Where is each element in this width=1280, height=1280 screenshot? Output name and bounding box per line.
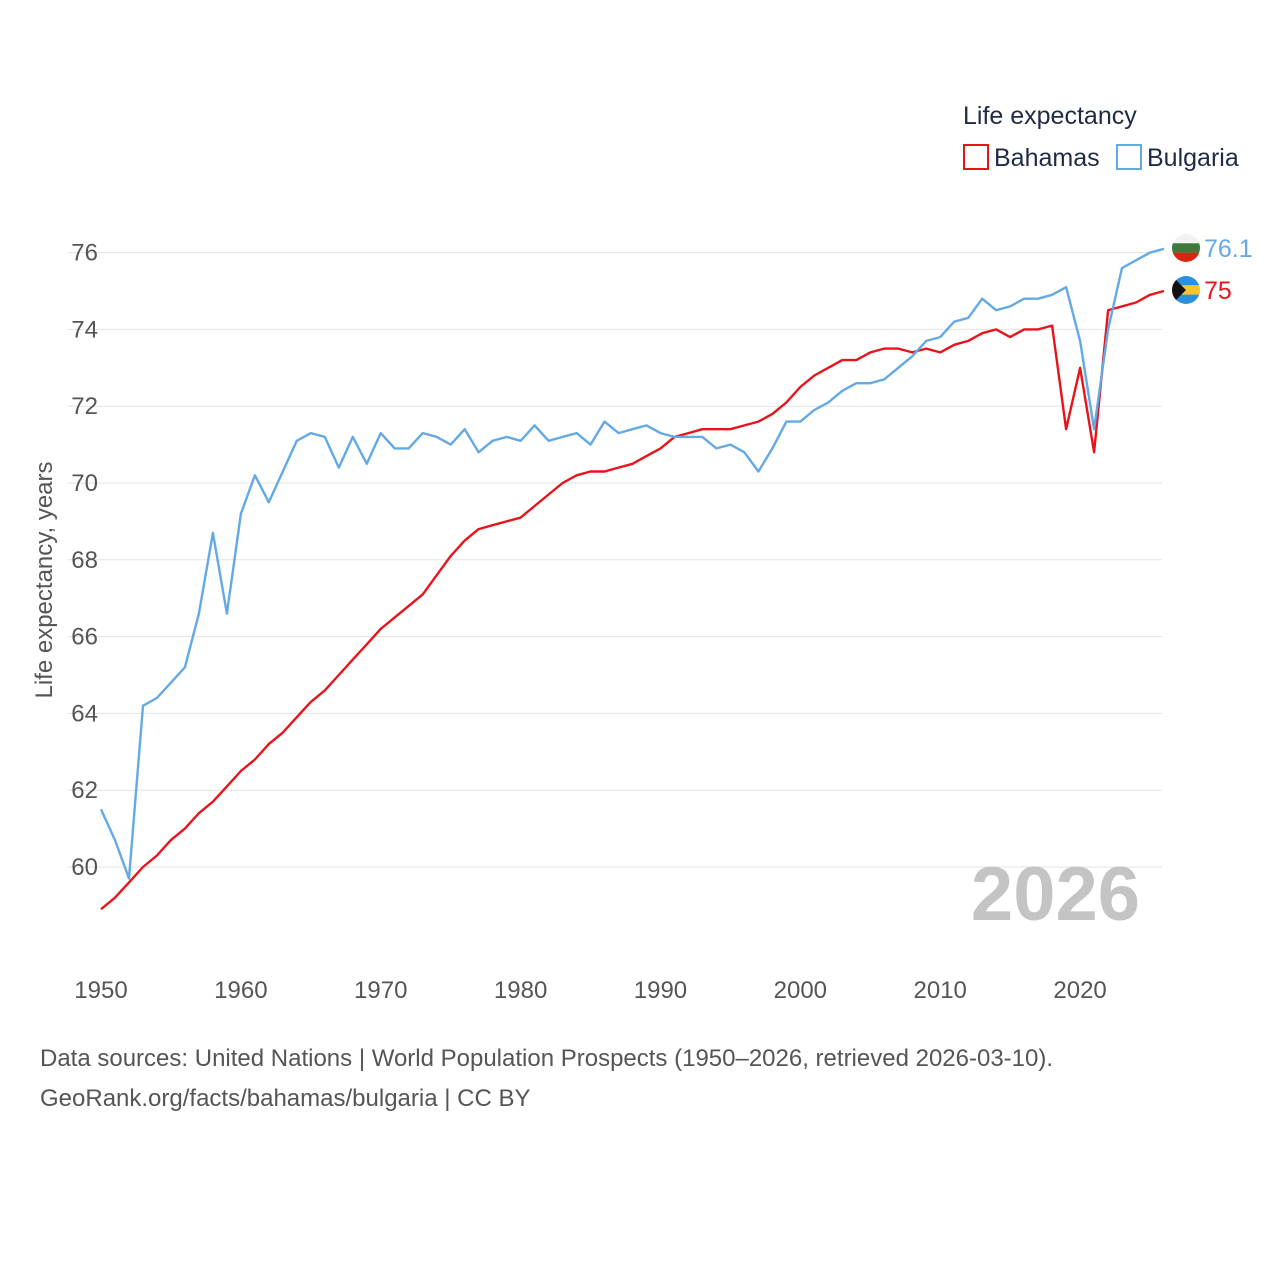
x-tick-label: 2000 xyxy=(774,977,827,1004)
x-tick-label: 2010 xyxy=(914,977,967,1004)
y-tick-label: 72 xyxy=(71,393,98,420)
x-tick-label: 1970 xyxy=(354,977,407,1004)
y-tick-label: 60 xyxy=(71,854,98,881)
series-line-bahamas xyxy=(100,289,1165,911)
footer-link[interactable]: GeoRank.org/facts/bahamas/bulgaria | CC … xyxy=(40,1085,531,1112)
footer-sources: Data sources: United Nations | World Pop… xyxy=(40,1045,1054,1072)
y-tick-label: 62 xyxy=(71,777,98,804)
end-label-bahamas: 75 xyxy=(1204,277,1232,305)
bahamas-flag-icon xyxy=(1172,276,1200,304)
end-labels: 75 76.1 xyxy=(1204,235,1253,305)
year-watermark: 2026 xyxy=(971,852,1140,937)
series-line-bulgaria xyxy=(99,247,1165,880)
legend-title: Life expectancy xyxy=(963,102,1137,130)
end-flags xyxy=(1172,234,1200,304)
series-lines xyxy=(99,247,1165,911)
legend-label-bahamas[interactable]: Bahamas xyxy=(994,144,1100,172)
y-tick-label: 68 xyxy=(71,547,98,574)
x-tick-label: 1990 xyxy=(634,977,687,1004)
legend: Life expectancy Bahamas Bulgaria xyxy=(963,102,1239,172)
x-tick-label: 2020 xyxy=(1053,977,1106,1004)
y-tick-label: 74 xyxy=(71,316,98,343)
legend-swatch-bahamas[interactable] xyxy=(963,144,989,170)
x-tick-label: 1950 xyxy=(74,977,127,1004)
y-tick-label: 64 xyxy=(71,700,98,727)
y-tick-label: 70 xyxy=(71,470,98,497)
legend-label-bulgaria[interactable]: Bulgaria xyxy=(1147,144,1239,172)
grid-lines xyxy=(68,252,1162,868)
end-label-bulgaria: 76.1 xyxy=(1204,235,1253,263)
x-axis-ticks: 1950 1960 1970 1980 1990 2000 2010 2020 xyxy=(74,977,1106,1004)
y-axis-label: Life expectancy, years xyxy=(31,461,58,698)
x-tick-label: 1980 xyxy=(494,977,547,1004)
y-tick-label: 66 xyxy=(71,624,98,651)
y-tick-label: 76 xyxy=(71,240,98,267)
x-tick-label: 1960 xyxy=(214,977,267,1004)
y-axis-ticks: 60 62 64 66 68 70 72 74 76 xyxy=(71,240,98,881)
bulgaria-flag-icon xyxy=(1172,234,1200,262)
legend-swatch-bulgaria[interactable] xyxy=(1116,144,1142,170)
